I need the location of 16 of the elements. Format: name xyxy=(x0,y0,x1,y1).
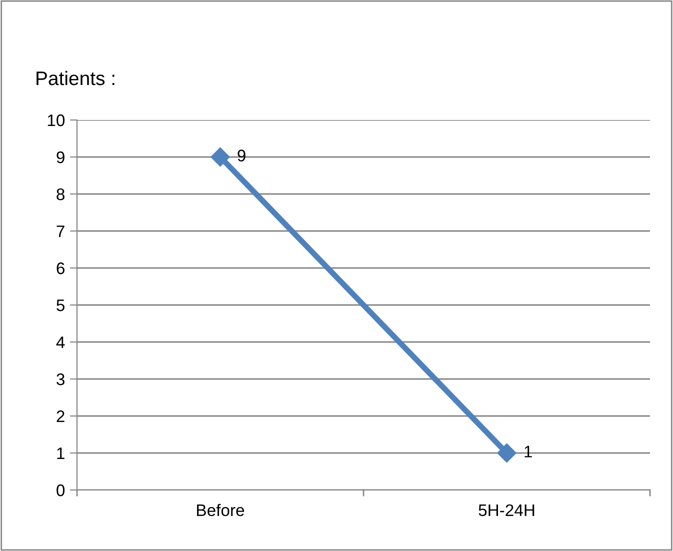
y-tick-label: 8 xyxy=(56,188,64,200)
y-tick-label: 1 xyxy=(57,448,64,460)
x-tick-label: 5H-24H xyxy=(478,504,534,516)
chart-title: Patients : xyxy=(36,70,114,86)
y-tick-label: 3 xyxy=(56,373,64,386)
y-tick-label: 4 xyxy=(56,336,65,348)
y-tick-label: 10 xyxy=(48,114,65,126)
y-tick-label: 5 xyxy=(56,300,64,312)
y-tick-label: 6 xyxy=(56,262,64,274)
y-tick-label: 9 xyxy=(56,151,64,164)
data-label: 1 xyxy=(524,446,532,458)
data-label: 9 xyxy=(238,150,246,162)
x-tick-label: Before xyxy=(197,504,244,516)
y-tick-label: 2 xyxy=(56,410,64,422)
y-tick-label: 0 xyxy=(56,484,65,496)
y-tick-label: 7 xyxy=(56,226,64,238)
